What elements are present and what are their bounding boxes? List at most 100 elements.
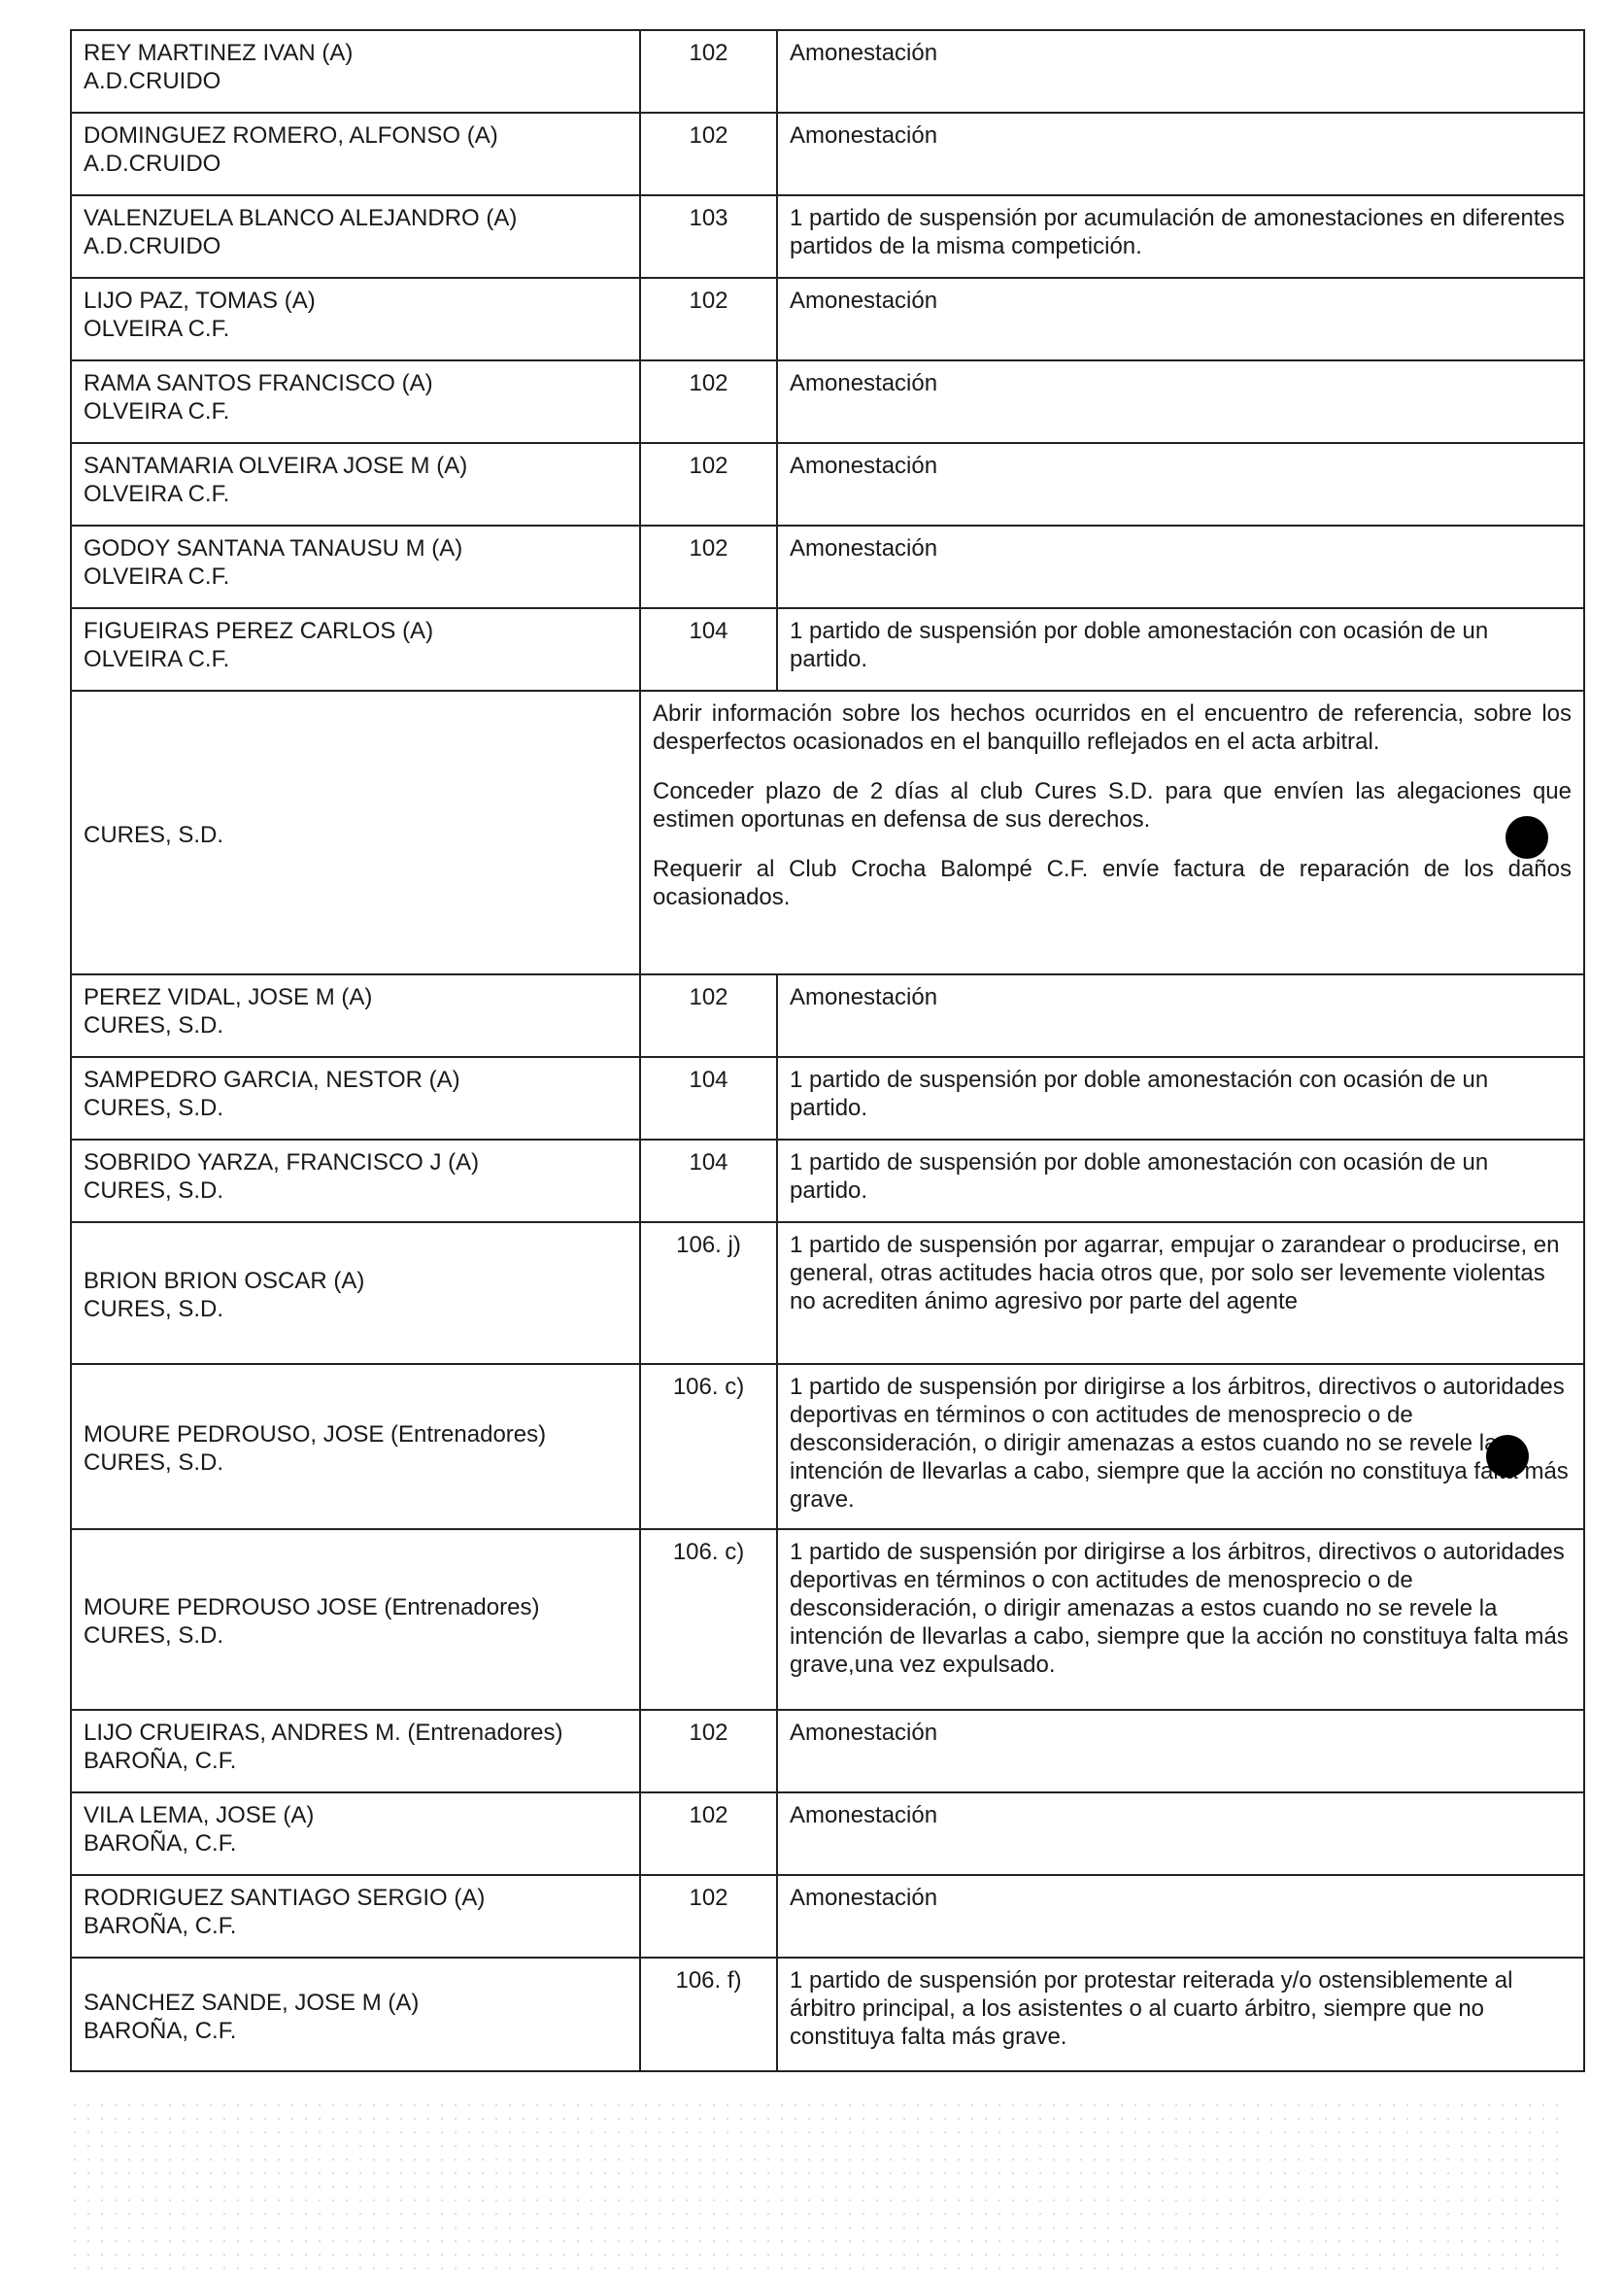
sanction-cell: 1 partido de suspensión por doble amones… bbox=[776, 1056, 1585, 1141]
article-cell: 102 bbox=[639, 1791, 778, 1876]
name-line: BAROÑA, C.F. bbox=[84, 1748, 237, 1774]
table-row: RAMA SANTOS FRANCISCO (A) OLVEIRA C.F. 102… bbox=[70, 359, 1585, 444]
table-row: SOBRIDO YARZA, FRANCISCO J (A) CURES, S.D… bbox=[70, 1139, 1585, 1223]
name-line: RODRIGUEZ SANTIAGO SERGIO (A) bbox=[84, 1885, 486, 1911]
sanction-cell: Amonestación bbox=[776, 1874, 1585, 1959]
name-cell: RAMA SANTOS FRANCISCO (A) OLVEIRA C.F. bbox=[70, 359, 641, 444]
table-row: VALENZUELA BLANCO ALEJANDRO (A) A.D.CRUID… bbox=[70, 194, 1585, 279]
name-line: VILA LEMA, JOSE (A) bbox=[84, 1802, 315, 1828]
sanction-cell: Amonestación bbox=[776, 1791, 1585, 1876]
resolution-paragraph: Requerir al Club Crocha Balompé C.F. env… bbox=[653, 856, 1572, 910]
name-line: BAROÑA, C.F. bbox=[84, 1913, 237, 1939]
name-cell: REY MARTINEZ IVAN (A) A.D.CRUIDO bbox=[70, 29, 641, 114]
name-line: FIGUEIRAS PEREZ CARLOS (A) bbox=[84, 618, 434, 644]
name-line: A.D.CRUIDO bbox=[84, 151, 221, 177]
article-cell: 106. f) bbox=[639, 1957, 778, 2072]
table-row: GODOY SANTANA TANAUSU M (A) OLVEIRA C.F. 1… bbox=[70, 525, 1585, 609]
article-cell: 104 bbox=[639, 1056, 778, 1141]
name-line: CURES, S.D. bbox=[84, 1177, 224, 1204]
name-line: BRION BRION OSCAR (A) bbox=[84, 1268, 365, 1294]
article-cell: 102 bbox=[639, 1874, 778, 1959]
article-cell: 102 bbox=[639, 112, 778, 196]
table-row: REY MARTINEZ IVAN (A) A.D.CRUIDO 102 Amones… bbox=[70, 29, 1585, 114]
name-cell: PEREZ VIDAL, JOSE M (A) CURES, S.D. bbox=[70, 973, 641, 1058]
sanction-cell: 1 partido de suspensión por dirigirse a … bbox=[776, 1528, 1585, 1711]
name-cell: RODRIGUEZ SANTIAGO SERGIO (A) BAROÑA, C.F… bbox=[70, 1874, 641, 1959]
article-cell: 102 bbox=[639, 359, 778, 444]
name-cell: VALENZUELA BLANCO ALEJANDRO (A) A.D.CRUID… bbox=[70, 194, 641, 279]
resolution-cell: Abrir información sobre los hechos ocurr… bbox=[639, 690, 1585, 975]
table-row: SANCHEZ SANDE, JOSE M (A) BAROÑA, C.F. 106… bbox=[70, 1957, 1585, 2072]
name-line: SAMPEDRO GARCIA, NESTOR (A) bbox=[84, 1067, 460, 1093]
article-cell: 102 bbox=[639, 277, 778, 361]
name-line: MOURE PEDROUSO JOSE (Entrenadores) bbox=[84, 1594, 540, 1620]
name-line: A.D.CRUIDO bbox=[84, 68, 221, 94]
article-cell: 103 bbox=[639, 194, 778, 279]
name-line: OLVEIRA C.F. bbox=[84, 646, 230, 672]
name-cell: GODOY SANTANA TANAUSU M (A) OLVEIRA C.F. bbox=[70, 525, 641, 609]
name-line: BAROÑA, C.F. bbox=[84, 1830, 237, 1857]
sanctions-table: REY MARTINEZ IVAN (A) A.D.CRUIDO 102 Amones… bbox=[70, 29, 1585, 2072]
name-line: CURES, S.D. bbox=[84, 821, 224, 848]
name-line: PEREZ VIDAL, JOSE M (A) bbox=[84, 984, 373, 1010]
article-cell: 102 bbox=[639, 525, 778, 609]
name-cell: SOBRIDO YARZA, FRANCISCO J (A) CURES, S.D… bbox=[70, 1139, 641, 1223]
sanction-cell: Amonestación bbox=[776, 112, 1585, 196]
name-line: LIJO PAZ, TOMAS (A) bbox=[84, 288, 316, 314]
table-row: PEREZ VIDAL, JOSE M (A) CURES, S.D. 102 Amo… bbox=[70, 973, 1585, 1058]
article-cell: 102 bbox=[639, 973, 778, 1058]
name-cell: BRION BRION OSCAR (A) CURES, S.D. bbox=[70, 1221, 641, 1365]
sanction-cell: Amonestación bbox=[776, 277, 1585, 361]
sanction-cell: Amonestación bbox=[776, 359, 1585, 444]
document: REY MARTINEZ IVAN (A) A.D.CRUIDO 102 Amones… bbox=[70, 29, 1585, 2072]
name-line: SANTAMARIA OLVEIRA JOSE M (A) bbox=[84, 453, 468, 479]
name-line: OLVEIRA C.F. bbox=[84, 398, 230, 425]
table-row: LIJO CRUEIRAS, ANDRES M. (Entrenadores) B… bbox=[70, 1709, 1585, 1793]
name-cell: SANTAMARIA OLVEIRA JOSE M (A) OLVEIRA C.F… bbox=[70, 442, 641, 527]
name-line: RAMA SANTOS FRANCISCO (A) bbox=[84, 370, 433, 396]
redaction-dot bbox=[1486, 1435, 1529, 1478]
sanction-cell: Amonestación bbox=[776, 29, 1585, 114]
name-line: CURES, S.D. bbox=[84, 1449, 224, 1476]
article-cell: 102 bbox=[639, 29, 778, 114]
table-row: SAMPEDRO GARCIA, NESTOR (A) CURES, S.D. 10… bbox=[70, 1056, 1585, 1141]
name-cell: SAMPEDRO GARCIA, NESTOR (A) CURES, S.D. bbox=[70, 1056, 641, 1141]
scan-background bbox=[68, 2098, 1564, 2273]
name-cell: CURES, S.D. bbox=[70, 690, 641, 975]
sanction-cell: Amonestación bbox=[776, 525, 1585, 609]
article-cell: 106. j) bbox=[639, 1221, 778, 1365]
name-line: CURES, S.D. bbox=[84, 1095, 224, 1121]
name-cell: LIJO CRUEIRAS, ANDRES M. (Entrenadores) B… bbox=[70, 1709, 641, 1793]
name-line: DOMINGUEZ ROMERO, ALFONSO (A) bbox=[84, 122, 498, 149]
article-cell: 104 bbox=[639, 1139, 778, 1223]
sanction-cell: 1 partido de suspensión por acumulación … bbox=[776, 194, 1585, 279]
name-line: SOBRIDO YARZA, FRANCISCO J (A) bbox=[84, 1149, 480, 1176]
name-line: REY MARTINEZ IVAN (A) bbox=[84, 40, 354, 66]
article-cell: 102 bbox=[639, 442, 778, 527]
name-line: A.D.CRUIDO bbox=[84, 233, 221, 259]
name-line: GODOY SANTANA TANAUSU M (A) bbox=[84, 535, 463, 562]
name-line: VALENZUELA BLANCO ALEJANDRO (A) bbox=[84, 205, 518, 231]
name-line: OLVEIRA C.F. bbox=[84, 481, 230, 507]
article-cell: 106. c) bbox=[639, 1528, 778, 1711]
name-cell: MOURE PEDROUSO, JOSE (Entrenadores) CURES… bbox=[70, 1363, 641, 1530]
name-line: BAROÑA, C.F. bbox=[84, 2017, 237, 2044]
sanction-cell: 1 partido de suspensión por agarrar, emp… bbox=[776, 1221, 1585, 1365]
name-line: LIJO CRUEIRAS, ANDRES M. (Entrenadores) bbox=[84, 1720, 563, 1746]
redaction-dot bbox=[1506, 816, 1548, 859]
name-cell: FIGUEIRAS PEREZ CARLOS (A) OLVEIRA C.F. bbox=[70, 607, 641, 692]
name-cell: SANCHEZ SANDE, JOSE M (A) BAROÑA, C.F. bbox=[70, 1957, 641, 2072]
article-cell: 106. c) bbox=[639, 1363, 778, 1530]
table-row: LIJO PAZ, TOMAS (A) OLVEIRA C.F. 102 Amones… bbox=[70, 277, 1585, 361]
name-cell: MOURE PEDROUSO JOSE (Entrenadores) CURES,… bbox=[70, 1528, 641, 1711]
sanction-cell: 1 partido de suspensión por protestar re… bbox=[776, 1957, 1585, 2072]
table-row: VILA LEMA, JOSE (A) BAROÑA, C.F. 102 Amones… bbox=[70, 1791, 1585, 1876]
resolution-paragraph: Conceder plazo de 2 días al club Cures S… bbox=[653, 778, 1572, 833]
sanction-cell: Amonestación bbox=[776, 442, 1585, 527]
table-row: BRION BRION OSCAR (A) CURES, S.D. 106. j) 1… bbox=[70, 1221, 1585, 1365]
sanction-cell: 1 partido de suspensión por doble amones… bbox=[776, 1139, 1585, 1223]
table-row: FIGUEIRAS PEREZ CARLOS (A) OLVEIRA C.F. 10… bbox=[70, 607, 1585, 692]
sanction-cell: Amonestación bbox=[776, 973, 1585, 1058]
resolution-paragraph: Abrir información sobre los hechos ocurr… bbox=[653, 700, 1572, 755]
name-line: CURES, S.D. bbox=[84, 1622, 224, 1649]
